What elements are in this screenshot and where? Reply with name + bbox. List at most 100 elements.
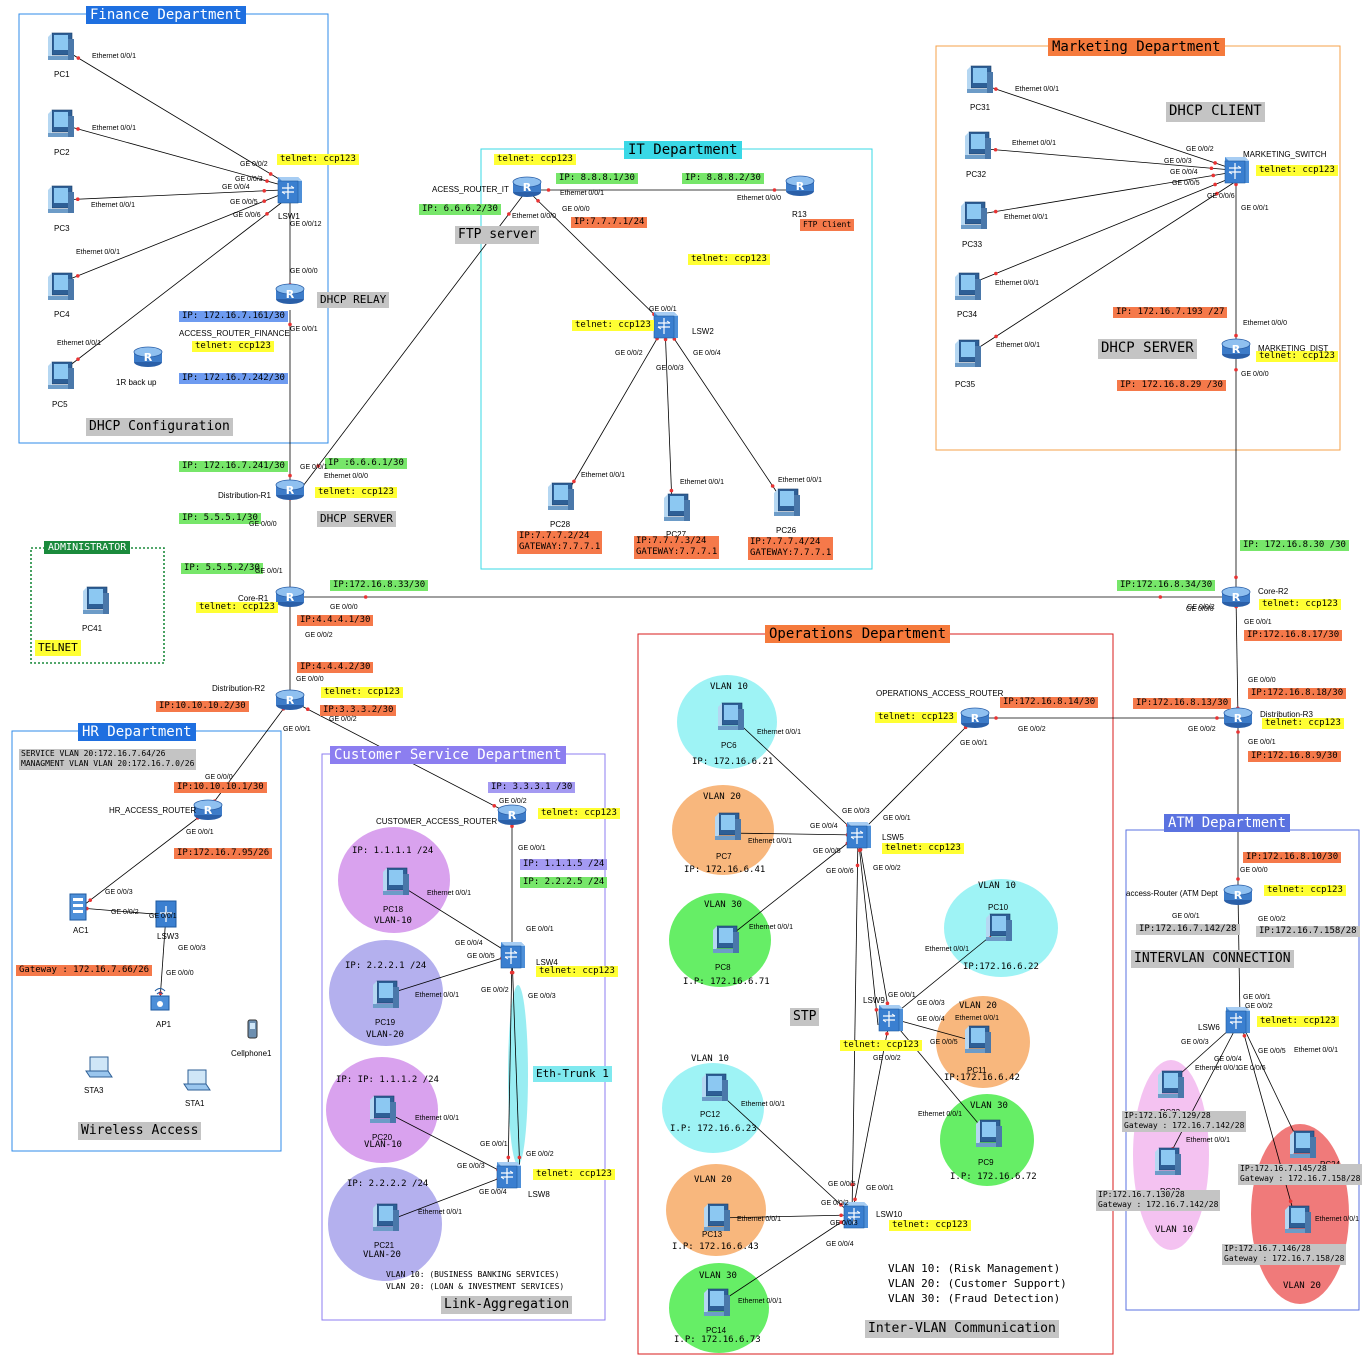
port-label: Ethernet 0/0/1 (415, 992, 459, 999)
port-label: GE 0/0/4 (455, 940, 483, 947)
atm-router-label: access-Router (ATM Dept (1126, 889, 1218, 898)
caption-telnet: TELNET (35, 640, 81, 656)
pc14-ip: I.P: 172.16.6.73 (674, 1335, 761, 1345)
port-dot (510, 824, 514, 828)
port-label: Ethernet 0/0/0 (737, 195, 781, 202)
ops-vlan10-legend: VLAN 10: (Risk Management) (888, 1262, 1061, 1275)
hr-access-router-label: HR_ACCESS_ROUTER (109, 806, 197, 815)
ip-tag-it-8881: IP: 8.8.8.1/30 (556, 173, 638, 185)
lsw3-switch-icon[interactable] (155, 900, 177, 928)
link (729, 714, 859, 836)
caption-wireless-access: Wireless Access (78, 1122, 202, 1141)
telnet-tag: telnet: ccp123 (875, 712, 957, 724)
port-dot (1234, 575, 1238, 580)
port-label: GE 0/0/4 (826, 1241, 854, 1248)
lsw2-label: LSW2 (692, 327, 714, 336)
pc24-ip: IP:172.16.7.145/28 (1240, 1164, 1327, 1173)
pc28-label: PC28 (550, 520, 571, 529)
ap1-icon[interactable] (150, 988, 170, 1011)
port-label: Ethernet 0/0/1 (1195, 1065, 1239, 1072)
port-label: Ethernet 0/0/1 (738, 1298, 782, 1305)
caption-dhcp-client: DHCP CLIENT (1166, 102, 1265, 122)
port-dot (853, 1197, 857, 1202)
ip-tag-mkt-193: IP: 172.16.7.193 /27 (1113, 307, 1228, 319)
sta3-laptop-icon[interactable] (85, 1056, 113, 1078)
lsw4-label: LSW4 (536, 958, 558, 967)
pc5-label: PC5 (52, 400, 68, 409)
pc9-label: PC9 (978, 1158, 994, 1167)
pc11-label: PC11 (967, 1066, 987, 1075)
it-title: IT Department (624, 141, 742, 159)
lsw3-label: LSW3 (157, 932, 179, 941)
pc26-label: PC26 (776, 526, 797, 535)
caption-stp: STP (790, 1008, 820, 1027)
link-lines (59, 46, 1301, 1306)
vlan-label: VLAN-20 (366, 1030, 404, 1040)
port-label: GE 0/0/1 (960, 740, 988, 747)
port-label: GE 0/0/1 (649, 306, 677, 313)
port-dot (885, 1031, 889, 1036)
port-dot (874, 1008, 879, 1012)
pc4-label: PC4 (54, 310, 70, 319)
port-dot (1215, 191, 1219, 196)
pc10-label: PC10 (988, 903, 1009, 912)
port-dot (76, 357, 80, 361)
port-label: GE 0/0/1 (1243, 994, 1271, 1001)
port-label: Ethernet 0/0/1 (918, 1111, 962, 1118)
port-label: Ethernet 0/0/1 (1186, 1137, 1230, 1144)
link (59, 199, 286, 374)
marketing-title: Marketing Department (1048, 38, 1225, 56)
link (507, 954, 513, 1176)
telnet-tag: telnet: ccp123 (1257, 1016, 1339, 1028)
link (713, 1087, 853, 1216)
port-label: Ethernet 0/0/0 (1243, 320, 1287, 327)
ap1-label: AP1 (156, 1020, 172, 1029)
port-dot (993, 209, 998, 214)
port-label: GE 0/0/2 (526, 1151, 554, 1158)
pc9-ip: I.P: 172.16.6.72 (950, 1172, 1037, 1182)
vlan-label: VLAN 20 (1283, 1281, 1321, 1291)
port-dot (305, 707, 310, 711)
port-label: Ethernet 0/0/1 (1294, 1047, 1338, 1054)
lsw8-label: LSW8 (528, 1190, 550, 1199)
ac1-icon[interactable] (69, 893, 87, 921)
port-label: GE 0/0/5 (467, 953, 495, 960)
cellphone1-icon[interactable] (247, 1019, 258, 1039)
pc27-ip-block: IP:7.7.7.3/24 GATEWAY:7.7.7.1 (634, 536, 720, 559)
port-dot (1213, 182, 1217, 187)
link (1239, 1019, 1301, 1146)
port-label: Ethernet 0/0/1 (778, 477, 822, 484)
telnet-tag: telnet: ccp123 (533, 1169, 615, 1181)
port-label: GE 0/0/0 (249, 521, 277, 528)
port-label: GE 0/0/5 (813, 848, 841, 855)
pc18-label: PC18 (383, 905, 404, 914)
port-label: Ethernet 0/0/1 (748, 838, 792, 845)
port-label: Ethernet 0/0/1 (76, 249, 120, 256)
pc20-label: PC20 (372, 1133, 393, 1142)
port-label: Ethernet 0/0/1 (560, 190, 604, 197)
operations-title: Operations Department (765, 625, 951, 643)
port-label: GE 0/0/1 (1241, 205, 1269, 212)
telnet-tag: telnet: ccp123 (1259, 599, 1341, 611)
port-label: GE 0/0/3 (235, 176, 263, 183)
ip-tag-dist3-13: IP:172.16.8.13/30 (1133, 698, 1232, 710)
port-label: GE 0/0/3 (842, 808, 870, 815)
ip-tag-core2-34: IP:172.16.8.34/30 (1117, 580, 1216, 592)
port-label: Ethernet 0/0/1 (741, 1101, 785, 1108)
port-label: GE 0/0/0 (562, 206, 590, 213)
port-label: GE 0/0/2 (1188, 726, 1216, 733)
pc6-ip: IP: 172.16.6.21 (692, 757, 774, 767)
pc8-label: PC8 (715, 963, 731, 972)
port-dot (839, 1213, 843, 1218)
telnet-tag: telnet: ccp123 (889, 1220, 971, 1232)
port-label: Ethernet 0/0/1 (737, 1216, 781, 1223)
eth-trunk-bundle (508, 985, 528, 1165)
pc7-ip: IP: 172.16.6.41 (684, 865, 766, 875)
port-dot (265, 179, 269, 183)
customer-access-router-label: CUSTOMER_ACCESS_ROUTER (376, 817, 498, 826)
pc31-label: PC31 (970, 103, 991, 112)
ip-tag-it-8882: IP: 8.8.8.2/30 (682, 173, 764, 185)
sta1-laptop-icon[interactable] (183, 1069, 211, 1091)
